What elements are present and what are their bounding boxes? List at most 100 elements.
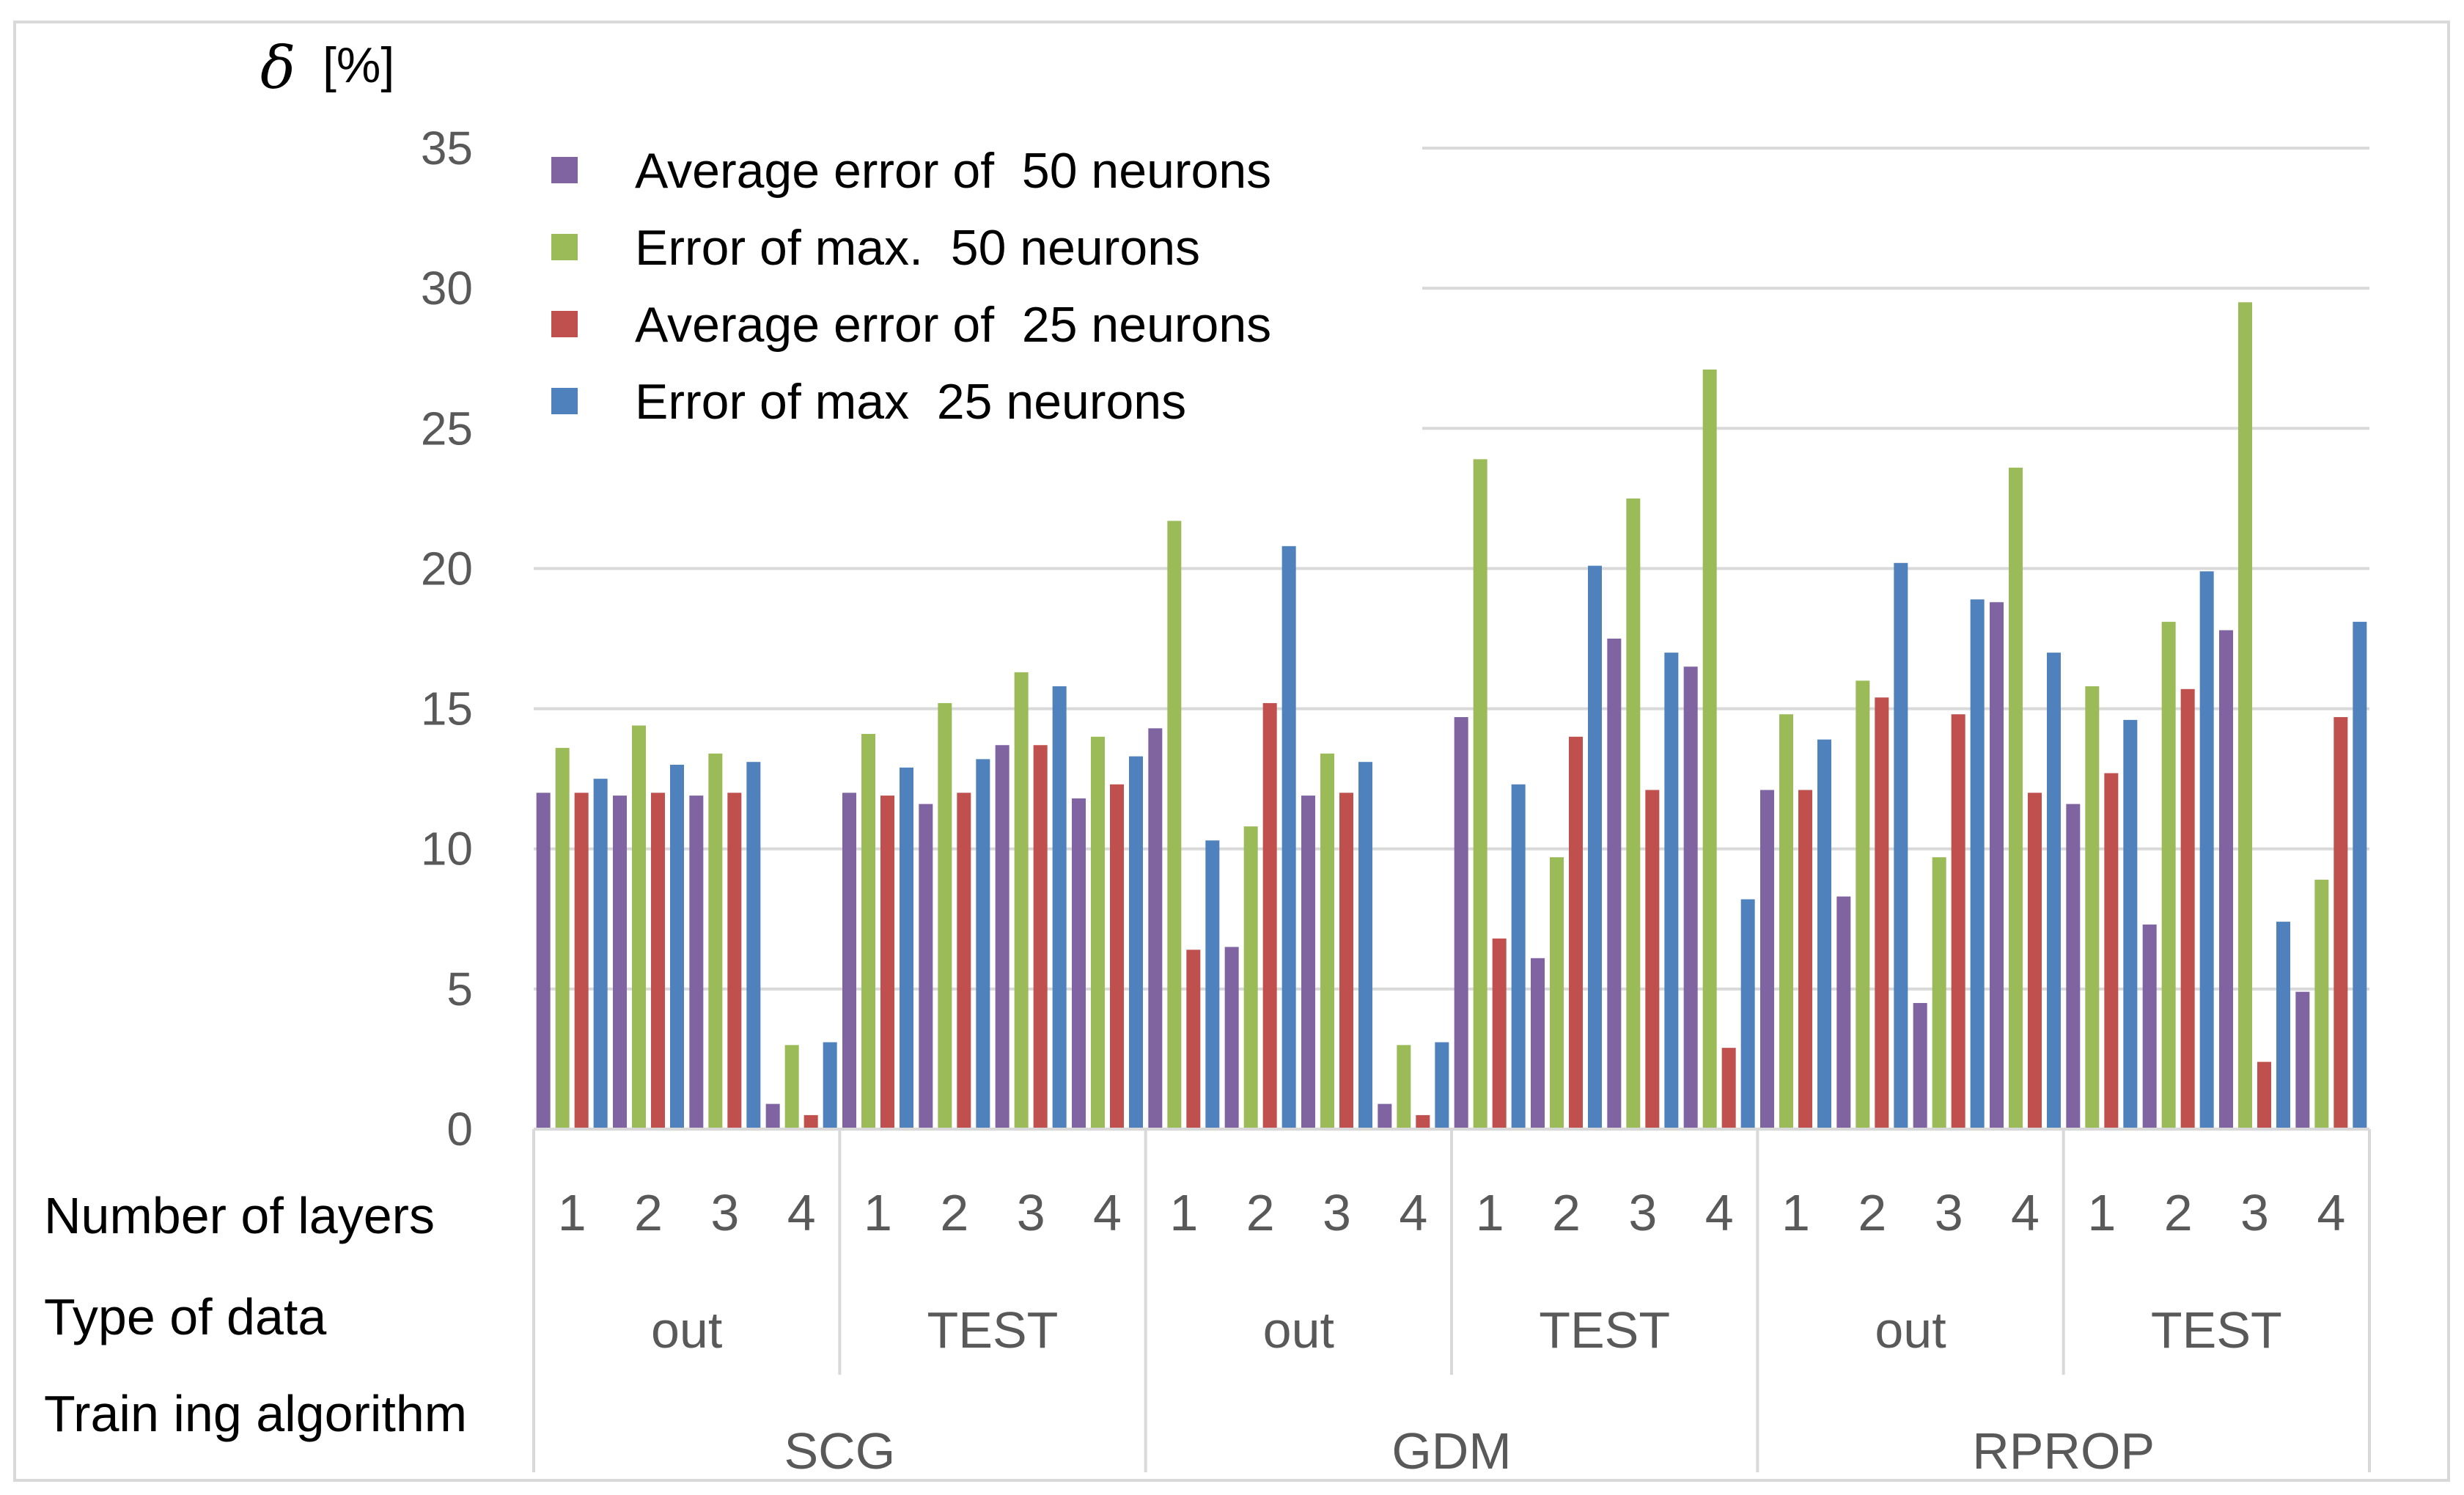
legend-swatch	[551, 157, 578, 183]
bar	[1454, 717, 1468, 1129]
bar	[1760, 790, 1774, 1129]
legend-swatch	[551, 311, 578, 337]
bar	[746, 762, 761, 1129]
bar	[2123, 719, 2138, 1129]
bar	[1052, 686, 1067, 1129]
layer-label: 3	[1017, 1184, 1045, 1241]
bar	[1148, 728, 1163, 1129]
bar	[2353, 622, 2367, 1129]
bar	[1970, 599, 1985, 1129]
bar	[1817, 739, 1831, 1129]
bar	[536, 793, 551, 1129]
legend-label: Error of max 25 neurons	[635, 374, 1186, 430]
y-tick-label: 5	[446, 963, 473, 1015]
bar	[1320, 753, 1334, 1129]
layer-label: 2	[1246, 1184, 1275, 1241]
y-tick-label: 25	[421, 402, 473, 455]
layer-label: 2	[2164, 1184, 2193, 1241]
bar	[919, 804, 933, 1129]
bar	[823, 1042, 837, 1129]
layer-label: 3	[1935, 1184, 1963, 1241]
bar	[2047, 653, 2061, 1129]
bar	[938, 702, 952, 1129]
bar	[1626, 498, 1641, 1129]
bar	[2104, 773, 2119, 1129]
bar	[632, 725, 646, 1129]
bar	[880, 796, 894, 1129]
bar	[1358, 762, 1372, 1129]
bar	[1435, 1042, 1449, 1129]
bar	[2142, 924, 2157, 1129]
legend-background	[513, 121, 1422, 444]
layer-label: 4	[2011, 1184, 2040, 1241]
bar	[1033, 745, 1048, 1129]
bar	[1779, 714, 1793, 1129]
data-type-label: TEST	[927, 1301, 1059, 1359]
bar	[2219, 630, 2233, 1129]
bar	[976, 759, 990, 1129]
y-tick-label: 15	[421, 683, 473, 735]
bar	[1550, 857, 1564, 1129]
legend-swatch	[551, 234, 578, 260]
layer-label: 1	[864, 1184, 892, 1241]
layer-label: 2	[1552, 1184, 1581, 1241]
bar	[1224, 947, 1239, 1129]
layer-label: 1	[2087, 1184, 2116, 1241]
layer-label: 1	[1476, 1184, 1504, 1241]
bar	[1511, 784, 1526, 1129]
bar	[1014, 672, 1029, 1129]
bars	[536, 302, 2367, 1130]
bar	[1990, 602, 2004, 1129]
layer-label: 3	[1323, 1184, 1351, 1241]
bar	[1492, 938, 1507, 1129]
layer-label: 2	[1858, 1184, 1886, 1241]
data-type-label: out	[1875, 1301, 1946, 1359]
bar	[670, 765, 684, 1129]
bar	[2295, 991, 2310, 1129]
bar	[1301, 796, 1315, 1129]
bar	[727, 793, 742, 1129]
bar	[1740, 899, 1755, 1129]
row-label-data-type: Type of data	[44, 1288, 326, 1345]
bar	[1856, 680, 1870, 1129]
bar	[1339, 793, 1353, 1129]
bar	[1262, 702, 1277, 1129]
y-tick-label: 20	[421, 542, 473, 595]
bar	[1875, 697, 1889, 1129]
legend-label: Average error of 50 neurons	[635, 143, 1271, 199]
bar	[2238, 302, 2252, 1130]
bar	[1397, 1045, 1411, 1129]
layer-label: 3	[2240, 1184, 2269, 1241]
bar	[765, 1103, 780, 1129]
bar	[784, 1045, 799, 1129]
bar	[613, 796, 627, 1129]
layer-label: 1	[1781, 1184, 1810, 1241]
bar	[574, 793, 589, 1129]
bar	[1416, 1114, 1430, 1129]
layer-label: 3	[710, 1184, 739, 1241]
bar	[1664, 653, 1679, 1129]
bar	[1683, 666, 1698, 1129]
bar	[1951, 714, 1965, 1129]
layer-label: 4	[1399, 1184, 1427, 1241]
algorithm-label: SCG	[784, 1422, 895, 1480]
row-label-layers: Number of layers	[44, 1187, 435, 1244]
bar	[2066, 804, 2081, 1129]
bar	[1932, 857, 1946, 1129]
bar	[1721, 1048, 1736, 1129]
bar	[2161, 622, 2176, 1129]
bar	[2009, 467, 2023, 1129]
bar	[842, 793, 856, 1129]
bar	[2028, 793, 2042, 1129]
layer-label: 2	[634, 1184, 663, 1241]
legend-label: Error of max. 50 neurons	[635, 220, 1200, 276]
layer-label: 4	[787, 1184, 816, 1241]
bar	[2257, 1062, 2271, 1129]
layer-label: 1	[558, 1184, 586, 1241]
bar	[2199, 571, 2214, 1129]
bar	[995, 745, 1009, 1129]
data-type-label: TEST	[2151, 1301, 2282, 1359]
bar	[1607, 639, 1622, 1129]
